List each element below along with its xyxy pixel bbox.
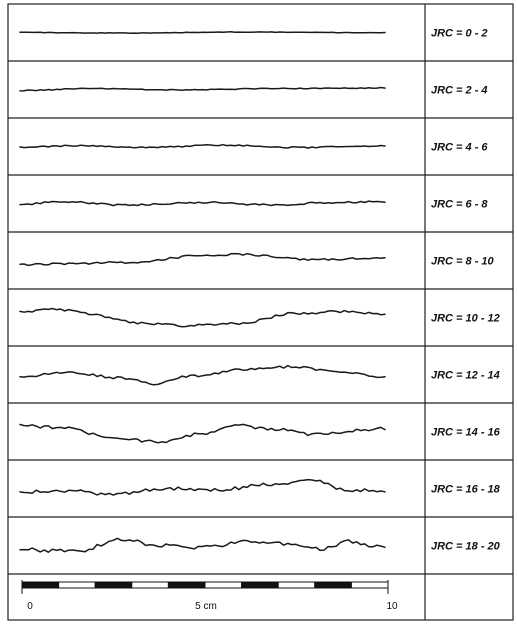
jrc-label: JRC = 6 - 8 [431, 199, 488, 211]
roughness-profile [19, 307, 386, 328]
profile-rows: JRC = 0 - 2 JRC = 2 - 4 JRC = 4 - 6 JRC = 6… [8, 28, 513, 575]
scale-start-label: 0 [27, 601, 33, 612]
scale-segment [21, 581, 60, 589]
jrc-label: JRC = 0 - 2 [431, 28, 488, 40]
roughness-profile [19, 200, 386, 207]
scale-end-label: 10 [386, 601, 398, 612]
scale-segment [241, 581, 279, 589]
scale-bar: 0 5 cm 10 [21, 580, 398, 612]
roughness-profile [19, 143, 386, 149]
scale-segment [131, 581, 169, 589]
jrc-label: JRC = 18 - 20 [431, 541, 501, 553]
jrc-label: JRC = 8 - 10 [431, 256, 495, 268]
roughness-profile [19, 478, 386, 496]
roughness-profile [19, 537, 386, 553]
jrc-label: JRC = 10 - 12 [431, 313, 500, 325]
scale-segment [58, 581, 96, 589]
jrc-label: JRC = 4 - 6 [431, 142, 488, 154]
scale-segment [204, 581, 243, 589]
roughness-profile [19, 423, 386, 444]
jrc-label: JRC = 12 - 14 [431, 370, 500, 382]
jrc-label: JRC = 16 - 18 [431, 484, 501, 496]
scale-segment [277, 581, 316, 589]
scale-segment [167, 581, 206, 589]
scale-segment [94, 581, 133, 589]
scale-bar-segments [21, 580, 389, 594]
scale-segment [350, 581, 389, 589]
roughness-profile [19, 31, 386, 35]
figure-frame [7, 3, 514, 621]
roughness-profile [19, 86, 386, 92]
roughness-profile [19, 364, 386, 386]
scale-mid-label: 5 cm [195, 601, 217, 612]
jrc-label: JRC = 14 - 16 [431, 427, 501, 439]
jrc-label: JRC = 2 - 4 [431, 85, 488, 97]
roughness-profile [19, 252, 386, 267]
scale-segment [314, 581, 352, 589]
